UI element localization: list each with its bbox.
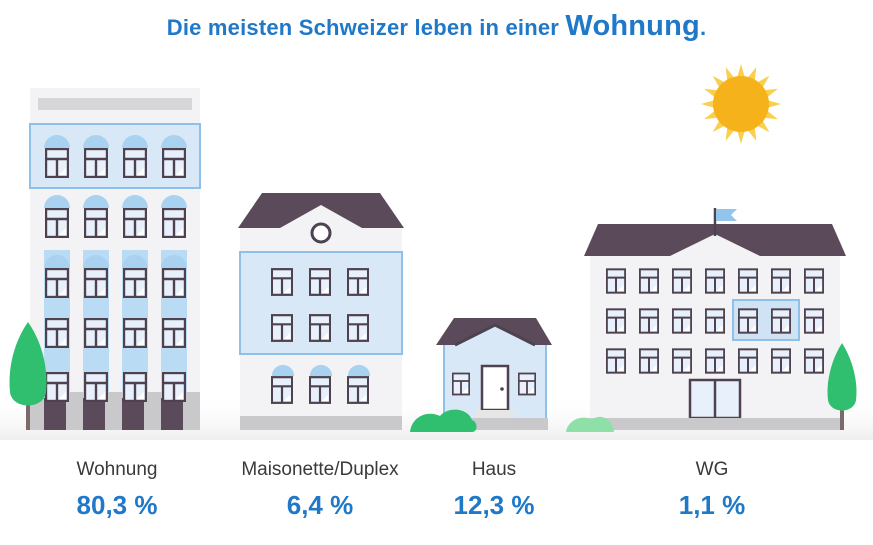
tree-icon — [9, 322, 47, 430]
window — [84, 148, 108, 178]
window — [771, 268, 791, 294]
category-value-wohnung: 80,3 % — [76, 490, 158, 520]
window — [271, 268, 293, 296]
window — [347, 268, 369, 296]
category-value-maisonette: 6,4 % — [286, 490, 354, 520]
window — [347, 314, 369, 342]
title-suffix: . — [699, 15, 707, 40]
window — [606, 308, 626, 334]
window — [45, 208, 69, 238]
window — [309, 376, 331, 404]
window — [606, 268, 626, 294]
window — [672, 348, 692, 374]
category-label-wohnung: Wohnung — [76, 459, 158, 480]
window — [705, 308, 725, 334]
window — [705, 348, 725, 374]
window — [123, 372, 147, 402]
window — [705, 268, 725, 294]
window — [771, 308, 791, 334]
window — [84, 372, 108, 402]
sun-icon — [701, 64, 781, 144]
bush-icon — [566, 416, 614, 432]
window — [162, 318, 186, 348]
flag-icon — [716, 209, 737, 221]
window — [672, 268, 692, 294]
title-emphasis: Wohnung — [565, 10, 700, 42]
window — [45, 318, 69, 348]
apartment-tower — [29, 88, 201, 430]
window — [45, 372, 69, 402]
window — [309, 268, 331, 296]
window — [123, 148, 147, 178]
category-value-wg: 1,1 % — [678, 490, 746, 520]
category-label-haus: Haus — [471, 459, 517, 480]
window — [123, 268, 147, 298]
bush-icon — [410, 409, 477, 432]
window — [738, 268, 758, 294]
window — [45, 148, 69, 178]
window — [162, 148, 186, 178]
window — [45, 268, 69, 298]
window — [771, 348, 791, 374]
window — [804, 268, 824, 294]
window — [162, 372, 186, 402]
window — [84, 208, 108, 238]
window — [738, 308, 758, 334]
window — [672, 308, 692, 334]
window — [123, 208, 147, 238]
page-title: Die meisten Schweizer leben in einer Woh… — [0, 10, 873, 43]
window — [84, 268, 108, 298]
window — [639, 348, 659, 374]
window — [606, 348, 626, 374]
window — [347, 376, 369, 404]
window — [162, 268, 186, 298]
window — [804, 308, 824, 334]
window — [738, 348, 758, 374]
tree-icon — [827, 343, 857, 430]
window — [271, 376, 293, 404]
window — [804, 348, 824, 374]
window — [84, 318, 108, 348]
window — [123, 318, 147, 348]
maisonette-building — [238, 193, 404, 430]
window — [639, 268, 659, 294]
window — [309, 314, 331, 342]
shared-flat-building — [584, 208, 846, 430]
category-value-haus: 12,3 % — [453, 490, 535, 520]
window — [639, 308, 659, 334]
category-label-wg: WG — [695, 459, 729, 480]
title-prefix: Die meisten Schweizer leben in einer — [166, 15, 566, 40]
window — [162, 208, 186, 238]
window — [271, 314, 293, 342]
category-label-maisonette: Maisonette/Duplex — [241, 459, 399, 480]
